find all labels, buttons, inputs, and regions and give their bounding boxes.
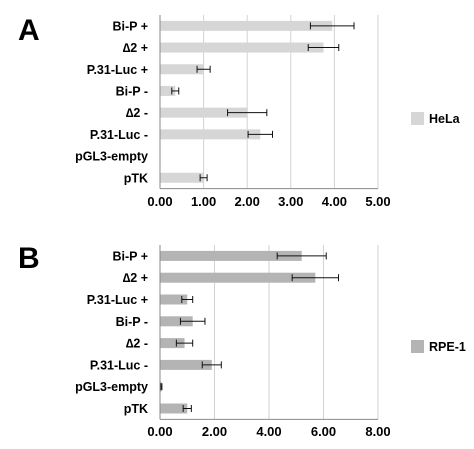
axis — [159, 15, 378, 190]
legend: RPE-1 — [411, 340, 466, 354]
panel-label-b: B — [18, 242, 40, 275]
error-bar-p-31-luc — [196, 65, 211, 73]
tick-labels: 0.00 2.00 4.00 6.00 8.00 — [147, 424, 390, 439]
category-label-bi-p: Bi-P - — [116, 84, 148, 98]
category-labels: Bi-P + ∆2 + P.31-Luc + Bi-P - ∆2 - P.31-Luc -… — [75, 19, 148, 185]
grid-lines — [214, 245, 379, 420]
bar-delta2 — [160, 42, 324, 53]
bar-ptk — [160, 172, 204, 183]
legend-label-rpe-1: RPE-1 — [429, 340, 466, 354]
axis — [159, 245, 378, 420]
category-label-pgl3-empty: pGL3-empty — [75, 380, 148, 394]
tick-label: 1.00 — [191, 194, 216, 209]
chart-panel-a: A Bi-P + ∆2 + P.31-Luc + Bi-P - ∆2 - P.31-Luc… — [18, 14, 461, 209]
chart-panel-b: B Bi-P + ∆2 + P.31-Luc + Bi-P - ∆2 - P.31-Luc… — [18, 242, 466, 439]
error-bar-delta2 — [175, 339, 194, 347]
tick-label: 3.00 — [278, 194, 303, 209]
error-bar-bi-p — [309, 22, 355, 30]
bar-p-31-luc — [160, 129, 261, 140]
bar-p-31-luc — [160, 359, 212, 370]
tick-label: 0.00 — [147, 194, 172, 209]
category-label-delta2: ∆2 - — [126, 337, 148, 351]
tick-label: 6.00 — [311, 424, 336, 439]
legend: HeLa — [411, 112, 461, 126]
category-label-bi-p: Bi-P + — [112, 249, 148, 263]
error-bar-bi-p — [276, 252, 327, 260]
error-bar-pgl3-empty — [160, 383, 163, 391]
error-bar-ptk — [182, 405, 192, 412]
error-bar-delta2 — [307, 44, 340, 52]
bar-p-31-luc — [160, 64, 204, 75]
error-bar-p-31-luc — [247, 130, 273, 138]
error-bar-p-31-luc — [181, 296, 194, 303]
legend-label-hela: HeLa — [429, 112, 461, 126]
category-label-p-31-luc: P.31-Luc + — [87, 63, 148, 77]
bar-delta2 — [160, 272, 316, 283]
category-label-ptk: pTK — [124, 402, 148, 416]
tick-label: 4.00 — [322, 194, 347, 209]
category-label-p-31-luc: P.31-Luc - — [90, 358, 148, 372]
tick-label: 2.00 — [235, 194, 260, 209]
tick-label: 0.00 — [147, 424, 172, 439]
error-bar-ptk — [199, 174, 208, 182]
error-bar-p-31-luc — [201, 361, 222, 369]
bar-ptk — [160, 403, 188, 414]
tick-label: 2.00 — [202, 424, 227, 439]
legend-swatch-rpe-1 — [411, 340, 424, 353]
bar-bi-p — [160, 85, 176, 96]
category-label-ptk: pTK — [124, 171, 148, 185]
bar-bi-p — [160, 20, 333, 31]
category-label-delta2: ∆2 - — [126, 106, 148, 120]
error-bar-delta2 — [227, 109, 268, 117]
category-label-delta2: ∆2 + — [123, 271, 148, 285]
grid-lines — [203, 15, 379, 189]
error-bar-delta2 — [291, 274, 339, 282]
tick-label: 4.00 — [256, 424, 281, 439]
tick-label: 8.00 — [365, 424, 390, 439]
tick-label: 5.00 — [365, 194, 390, 209]
bar-delta2 — [160, 107, 248, 118]
bars — [160, 20, 355, 183]
panel-label-a: A — [18, 14, 40, 47]
error-bar-bi-p — [171, 87, 180, 95]
category-label-p-31-luc: P.31-Luc - — [90, 128, 148, 142]
bar-delta2 — [160, 338, 185, 349]
legend-swatch-hela — [411, 112, 424, 125]
bar-p-31-luc — [160, 294, 188, 305]
category-label-pgl3-empty: pGL3-empty — [75, 150, 148, 164]
category-labels: Bi-P + ∆2 + P.31-Luc + Bi-P - ∆2 - P.31-Luc -… — [75, 249, 148, 416]
tick-labels: 0.00 1.00 2.00 3.00 4.00 5.00 — [147, 194, 390, 209]
bars — [160, 250, 339, 414]
category-label-p-31-luc: P.31-Luc + — [87, 293, 148, 307]
category-label-bi-p: Bi-P - — [116, 315, 148, 329]
category-label-delta2: ∆2 + — [123, 41, 148, 55]
bar-bi-p — [160, 316, 193, 327]
error-bar-bi-p — [179, 317, 206, 325]
category-label-bi-p: Bi-P + — [112, 19, 148, 33]
bar-bi-p — [160, 250, 302, 261]
